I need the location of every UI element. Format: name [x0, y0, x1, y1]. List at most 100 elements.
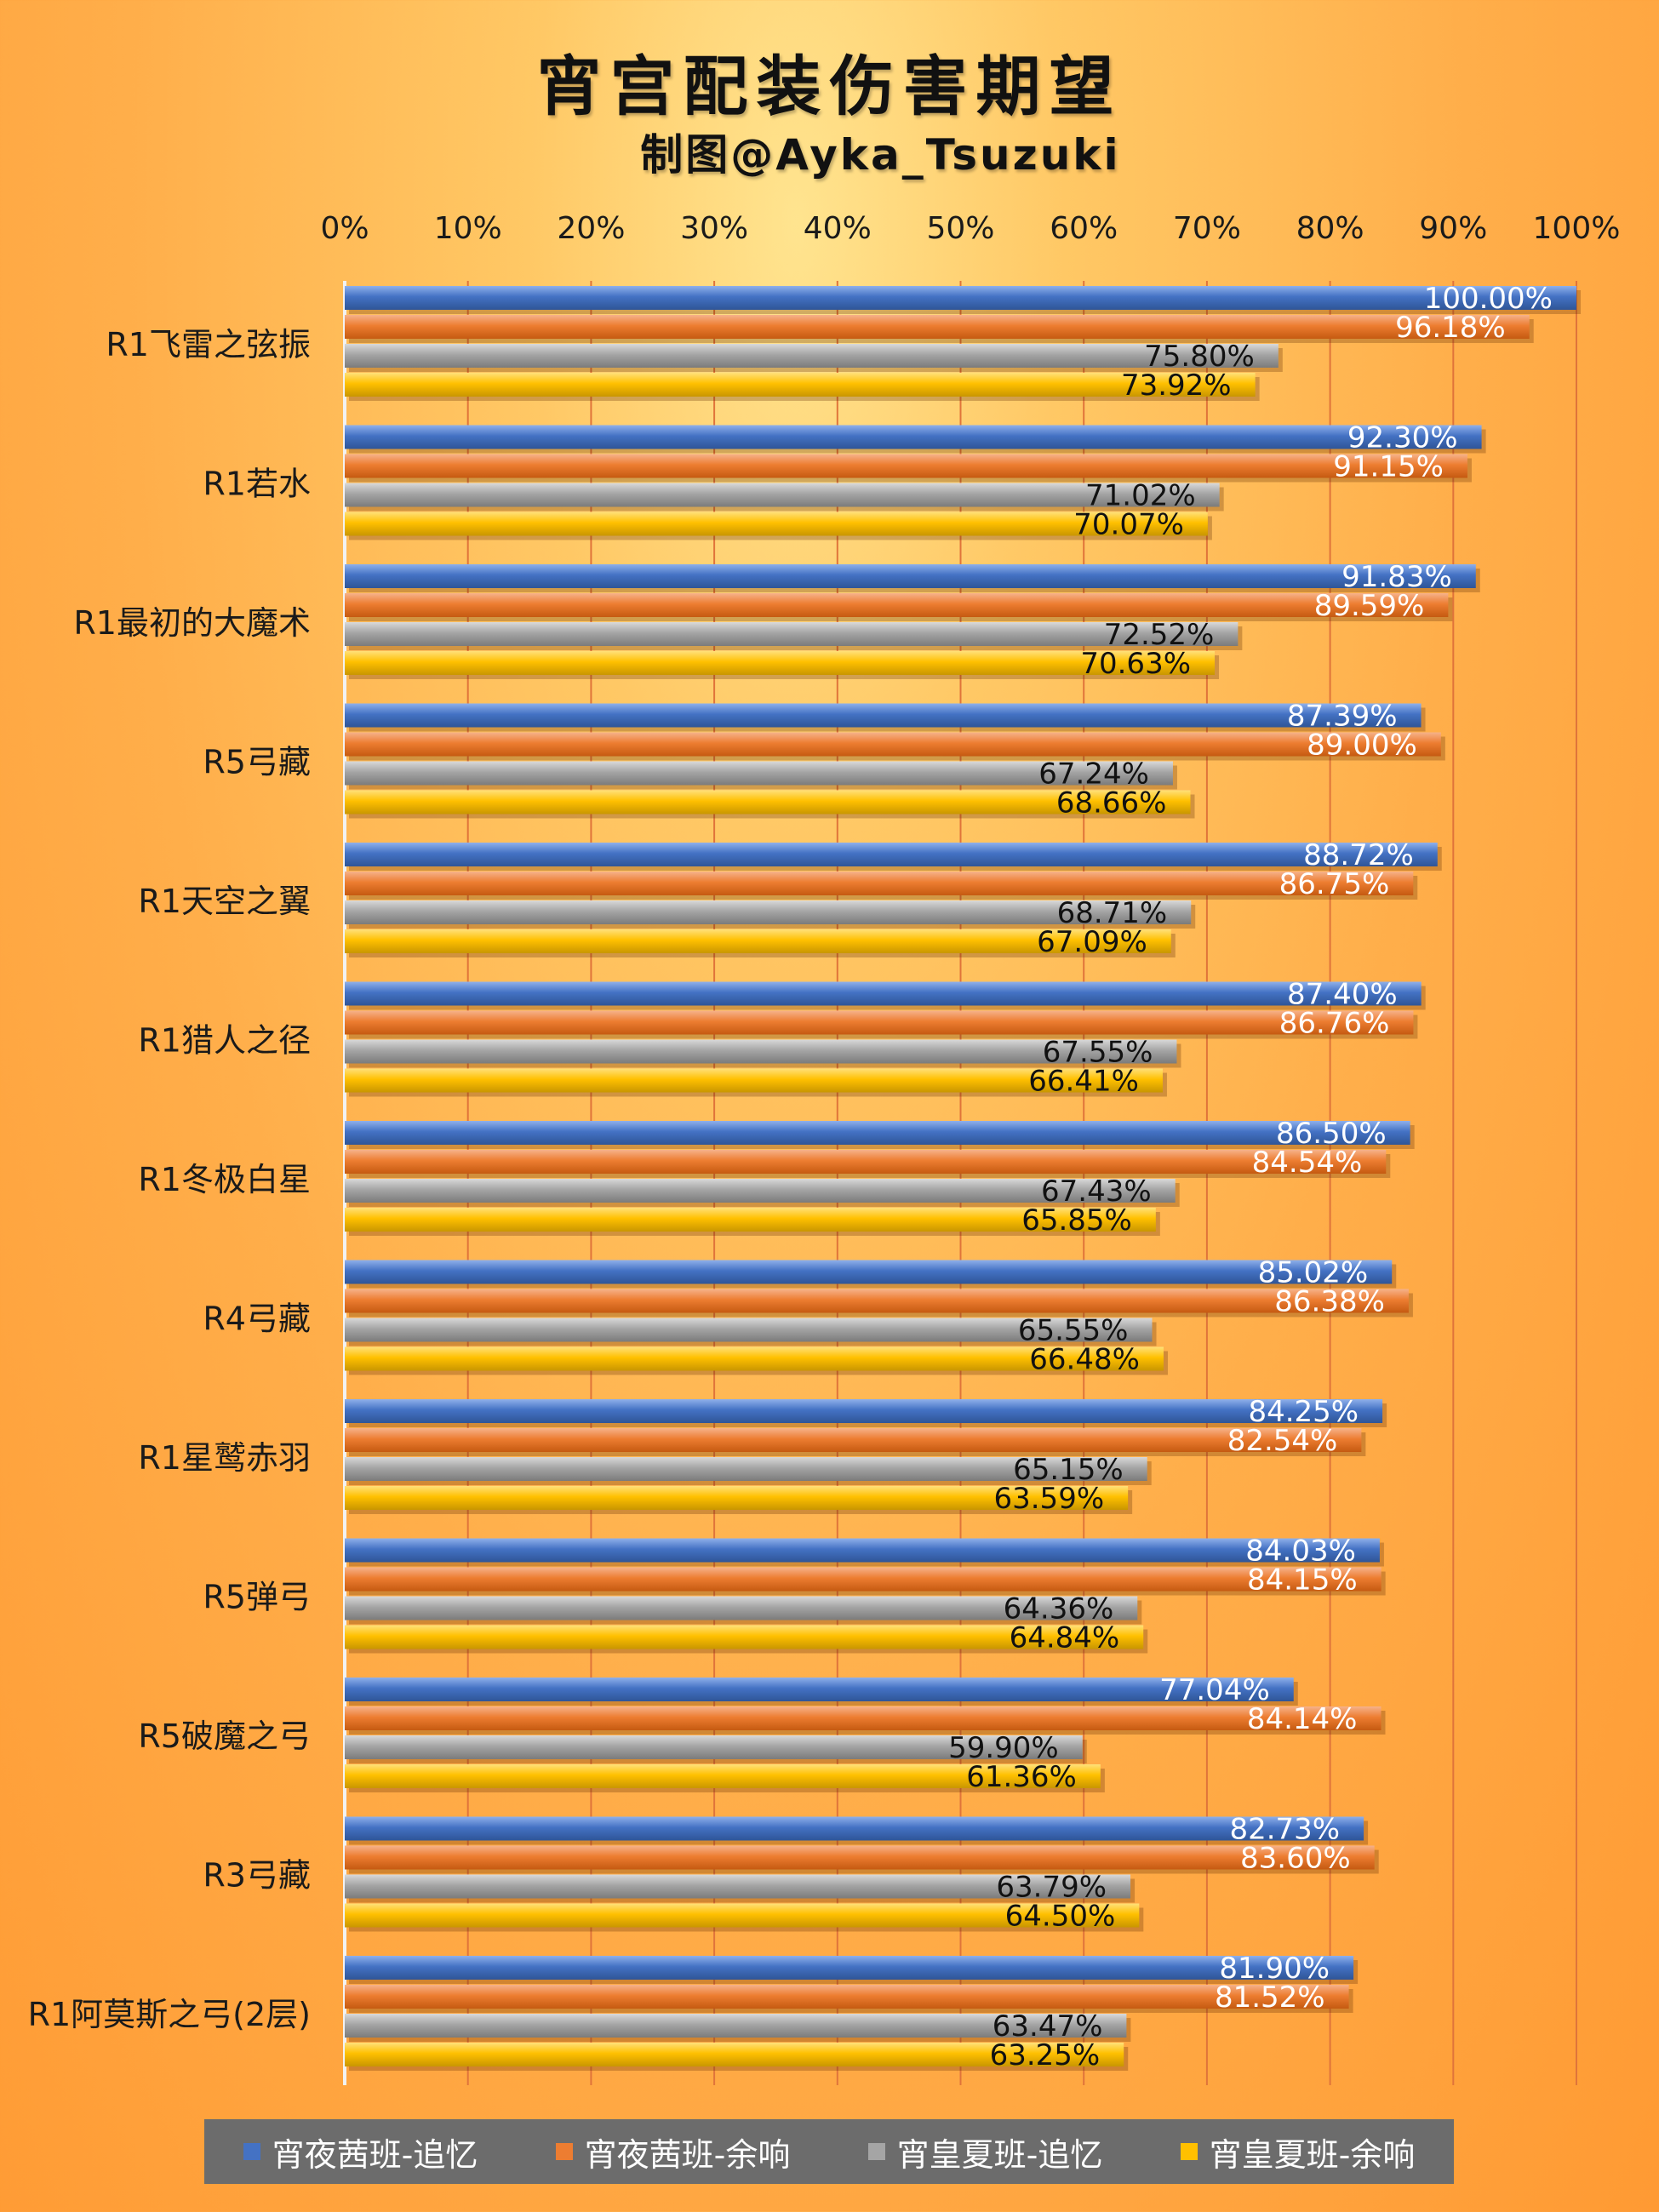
x-tick-label: 70% — [1173, 211, 1241, 246]
legend-label: 宵夜茜班-余响 — [584, 2135, 791, 2174]
bar — [345, 1428, 1362, 1452]
category-label: R1若水 — [203, 466, 311, 503]
data-label: 65.55% — [1018, 1314, 1129, 1348]
bar — [345, 761, 1173, 786]
chart-title: 宵宫配装伤害期望 — [536, 49, 1123, 124]
legend-item: 宵皇夏班-追忆 — [867, 2129, 1102, 2175]
category-label: R4弓藏 — [203, 1300, 311, 1338]
bar — [345, 843, 1438, 866]
data-label: 92.30% — [1347, 421, 1458, 455]
bar — [345, 593, 1449, 617]
data-label: 70.07% — [1073, 508, 1184, 542]
data-label: 83.60% — [1240, 1842, 1351, 1876]
data-label: 96.18% — [1395, 311, 1506, 345]
bar — [345, 2043, 1124, 2066]
bar — [345, 1150, 1387, 1174]
data-label: 86.38% — [1274, 1285, 1385, 1319]
legend-swatch — [867, 2143, 885, 2160]
data-label: 86.76% — [1279, 1007, 1390, 1041]
data-label: 68.66% — [1056, 786, 1167, 820]
data-label: 63.79% — [996, 1871, 1107, 1905]
bar — [345, 703, 1422, 728]
bar — [345, 1764, 1101, 1788]
data-label: 63.47% — [993, 2009, 1103, 2043]
bar — [345, 622, 1239, 646]
data-label: 64.50% — [1005, 1900, 1116, 1934]
category-label: R1天空之翼 — [138, 883, 311, 920]
bar — [345, 1068, 1163, 1093]
legend-item: 宵夜茜班-余响 — [555, 2129, 791, 2175]
bar — [345, 1706, 1382, 1730]
bar — [345, 1010, 1414, 1035]
bar — [345, 1039, 1177, 1064]
bar — [345, 1816, 1364, 1841]
data-label: 71.02% — [1085, 479, 1196, 513]
data-label: 86.50% — [1276, 1117, 1387, 1151]
data-label: 85.02% — [1258, 1256, 1369, 1290]
x-tick-label: 10% — [434, 211, 502, 246]
data-label: 63.25% — [990, 2038, 1101, 2072]
x-tick-label: 40% — [804, 211, 872, 246]
legend: 宵夜茜班-追忆 宵夜茜班-余响 宵皇夏班-追忆 宵皇夏班-余响 — [204, 2119, 1454, 2184]
data-label: 86.75% — [1279, 867, 1390, 901]
legend-item: 宵皇夏班-余响 — [1180, 2129, 1416, 2175]
legend-item: 宵夜茜班-追忆 — [243, 2129, 478, 2175]
data-label: 65.85% — [1021, 1203, 1132, 1237]
x-tick-label: 50% — [926, 211, 994, 246]
bar — [345, 1317, 1153, 1342]
category-label: R5破魔之弓 — [138, 1718, 311, 1755]
bar — [345, 512, 1208, 536]
x-tick-label: 60% — [1050, 211, 1118, 246]
bar — [345, 454, 1467, 478]
data-label: 67.43% — [1041, 1175, 1152, 1209]
bar — [345, 1625, 1144, 1649]
bar — [345, 1289, 1409, 1313]
category-label: R5弹弓 — [203, 1579, 311, 1616]
data-label: 72.52% — [1104, 618, 1215, 652]
bar — [345, 425, 1482, 449]
bar — [345, 900, 1192, 924]
data-label: 84.25% — [1248, 1395, 1359, 1429]
data-label: 84.54% — [1252, 1146, 1363, 1180]
category-label: R1飞雷之弦振 — [106, 326, 311, 363]
category-label: R1最初的大魔术 — [73, 604, 311, 642]
bar — [345, 981, 1422, 1006]
bar — [345, 1457, 1147, 1481]
x-tick-label: 20% — [557, 211, 625, 246]
data-label: 82.73% — [1229, 1813, 1340, 1847]
data-label: 70.63% — [1080, 647, 1191, 681]
bar — [345, 1486, 1129, 1510]
bar — [345, 1874, 1131, 1899]
bar — [345, 1596, 1138, 1620]
bar — [345, 1399, 1383, 1423]
bar — [345, 344, 1279, 368]
data-label: 100.00% — [1424, 282, 1553, 316]
category-label: R1星鹫赤羽 — [138, 1439, 311, 1477]
data-label: 87.39% — [1287, 700, 1398, 734]
legend-label: 宵皇夏班-余响 — [1209, 2135, 1416, 2174]
data-label: 82.54% — [1227, 1424, 1338, 1458]
data-label: 75.80% — [1144, 340, 1255, 374]
bar — [345, 872, 1414, 895]
x-tick-label: 30% — [680, 211, 748, 246]
category-label: R1冬极白星 — [138, 1161, 311, 1198]
data-label: 81.90% — [1219, 1952, 1330, 1986]
bar — [345, 1121, 1410, 1145]
data-label: 77.04% — [1159, 1673, 1270, 1707]
data-label: 84.14% — [1247, 1702, 1358, 1736]
bar — [345, 1956, 1354, 1980]
bar — [345, 483, 1220, 507]
data-label: 88.72% — [1303, 838, 1414, 872]
bar — [345, 1678, 1294, 1701]
data-label: 73.92% — [1121, 369, 1232, 403]
bar — [345, 1260, 1393, 1284]
data-label: 91.83% — [1342, 560, 1452, 594]
category-label: R1阿莫斯之弓(2层) — [28, 1996, 311, 2033]
bar — [345, 2014, 1127, 2038]
bar — [345, 1179, 1176, 1203]
bar — [345, 651, 1216, 675]
data-label: 67.55% — [1043, 1036, 1153, 1070]
data-label: 64.36% — [1004, 1592, 1114, 1626]
bar — [345, 1567, 1382, 1592]
legend-swatch — [1180, 2143, 1198, 2160]
